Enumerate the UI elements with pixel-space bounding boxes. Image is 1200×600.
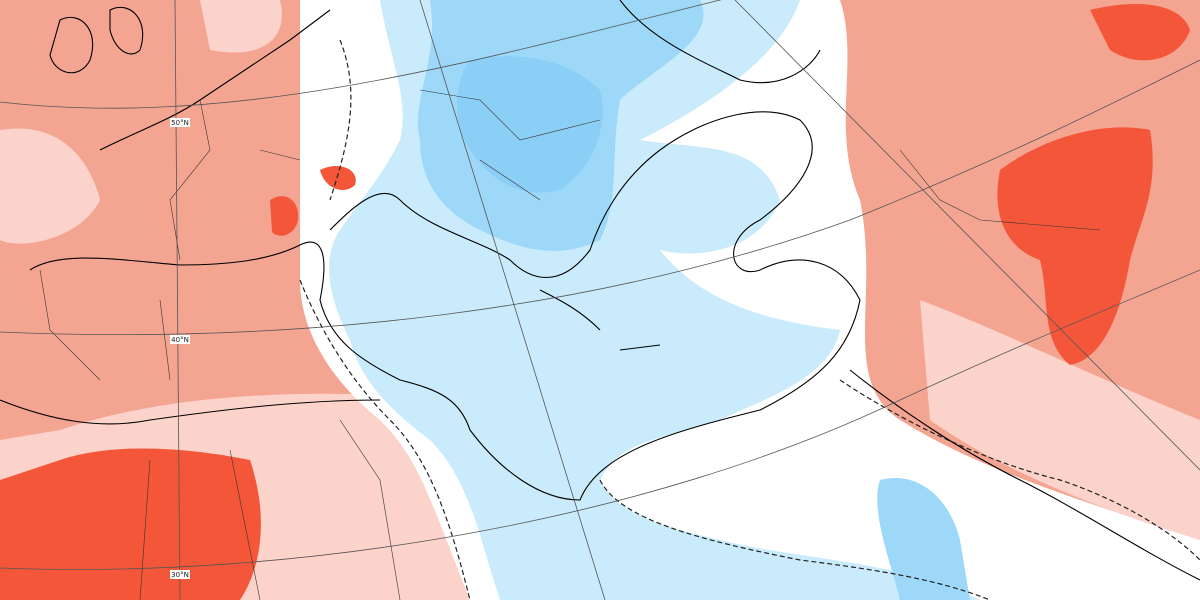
borders <box>39 89 1101 600</box>
contours <box>299 39 1200 600</box>
latitude-labels: 50°N 40°N 30°N <box>170 118 190 579</box>
latitude-label: 50°N <box>171 119 189 127</box>
latitude-label: 30°N <box>171 571 189 579</box>
label-bg <box>170 570 190 579</box>
label-bg <box>170 118 190 127</box>
label-bg <box>170 335 190 344</box>
latitude-label: 40°N <box>171 336 189 344</box>
coastlines <box>0 0 1200 581</box>
